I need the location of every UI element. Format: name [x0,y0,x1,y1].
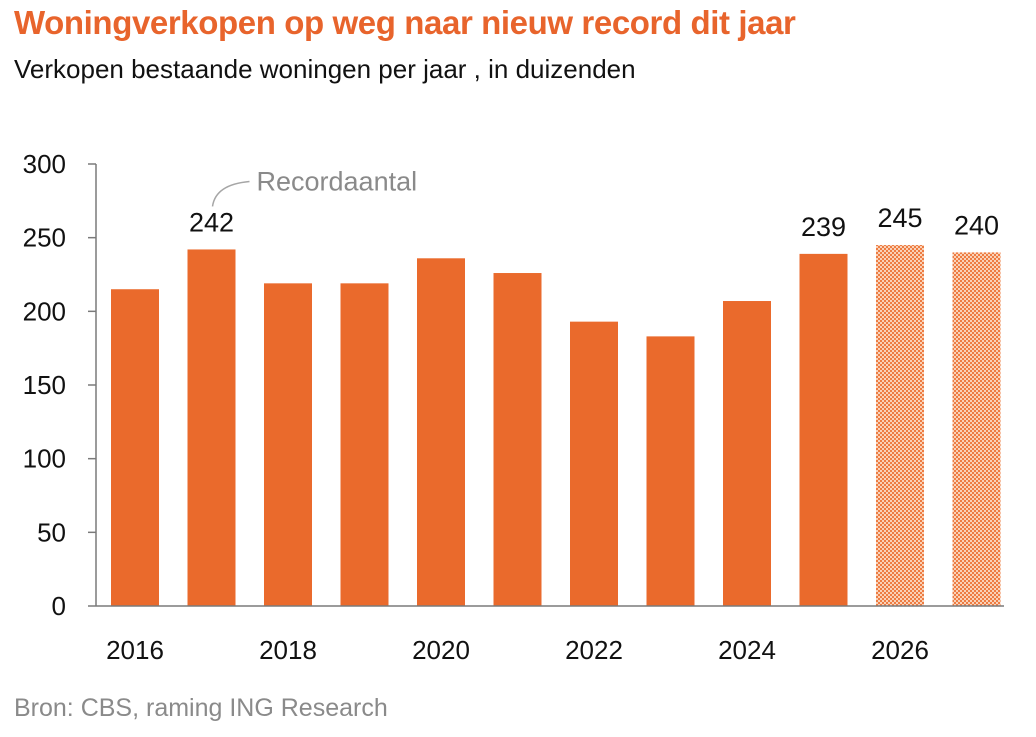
data-label: 242 [189,207,234,237]
data-label: 240 [954,210,999,240]
annotations: Recordaantal [211,166,418,207]
data-label: 245 [877,203,922,233]
data-labels: 242 239 245 240 [189,203,999,242]
bar [417,258,465,606]
y-tick-label: 100 [23,444,66,474]
forecast-bar [876,245,924,607]
bar [723,301,771,606]
x-tick-label: 2020 [412,635,470,665]
y-tick-label: 0 [52,591,66,621]
forecast-bar [952,252,1001,606]
bar [264,283,312,606]
annotation-label: Recordaantal [257,166,418,196]
bar [493,273,542,606]
y-tick-label: 50 [37,517,66,547]
chart-title: Woningverkopen op weg naar nieuw record … [14,4,796,41]
x-tick-label: 2022 [565,635,623,665]
annotation-leader-line [211,180,250,207]
data-label: 239 [801,212,846,242]
chart-subtitle: Verkopen bestaande woningen per jaar , i… [14,54,636,84]
x-tick-label: 2024 [718,635,776,665]
x-tick-label: 2018 [259,635,317,665]
y-axis: 0 50 100 150 200 250 300 [23,149,97,621]
y-tick-label: 250 [23,223,66,253]
x-tick-label: 2026 [871,635,929,665]
x-tick-label: 2016 [106,635,164,665]
source-note: Bron: CBS, raming ING Research [14,694,388,722]
bars [111,245,1001,607]
bar [646,336,695,606]
bar [340,283,389,606]
bar [111,289,159,606]
y-tick-label: 150 [23,370,66,400]
bar [187,249,236,606]
bar [799,253,848,606]
y-tick-label: 200 [23,296,66,326]
bar [570,321,618,606]
x-axis: 2016 2018 2020 2022 2024 2026 [96,605,1004,665]
y-tick-label: 300 [23,149,66,179]
